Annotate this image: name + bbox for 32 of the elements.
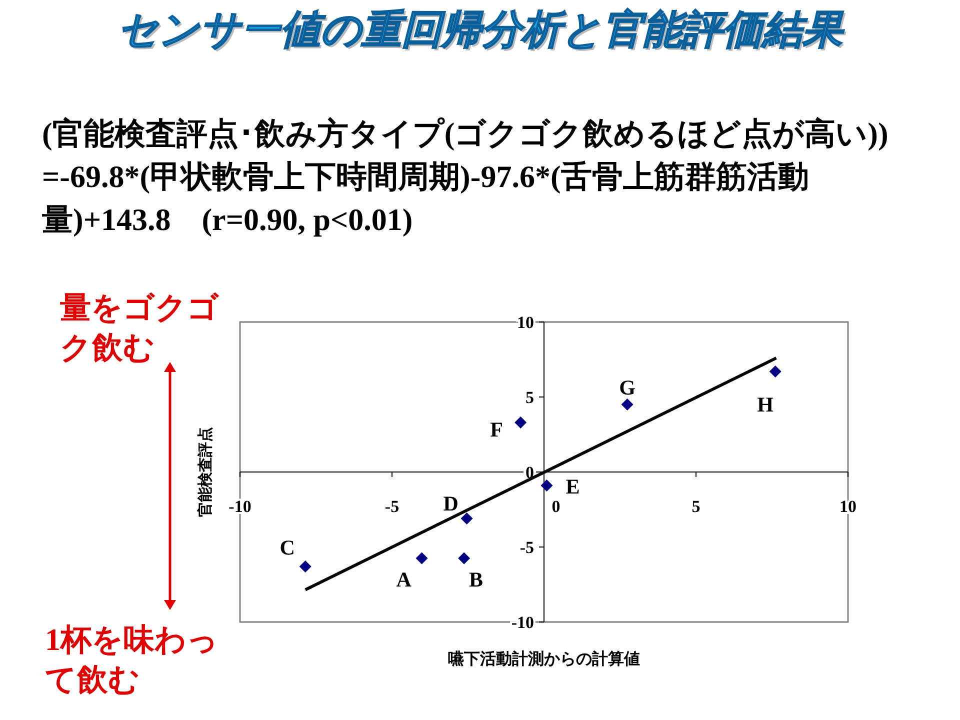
- x-axis-title: 嚥下活動計測からの計算値: [448, 649, 640, 668]
- text: 1杯を味わって飲む: [45, 621, 220, 699]
- y-tick-label: 5: [526, 388, 534, 407]
- annotation: E: [566, 474, 580, 498]
- annotation: G: [619, 376, 636, 400]
- x-tick-label: 10: [840, 497, 856, 516]
- point: [299, 560, 312, 572]
- y-tick-label: -5: [520, 538, 534, 557]
- chart-subtitle: (官能検査評点･飲み方タイプ(ゴクゴク飲めるほど点が高い)) =-69.8*(甲状軟骨上下時間周期)-97.6*(舌骨上筋群筋活動量)+143.8 (r=0.90, p<0.01): [42, 115, 890, 239]
- point: [621, 398, 634, 410]
- point: [769, 366, 782, 378]
- point: [460, 512, 473, 524]
- y-tick-label: -10: [511, 613, 534, 632]
- annotation: D: [443, 492, 458, 516]
- x-tick-label: 0: [552, 497, 560, 516]
- annotation: H: [757, 392, 774, 416]
- annotation: B: [469, 567, 484, 592]
- annotation: F: [490, 418, 504, 442]
- annotation: C: [280, 536, 295, 560]
- x-tick-label: -5: [384, 497, 400, 516]
- point: [416, 552, 428, 564]
- y-tick-label: 0: [526, 463, 534, 482]
- chart-title: センサー値の重回帰分析と官能評価結果: [116, 6, 846, 55]
- annotation: A: [396, 567, 412, 592]
- y-axis-title: 官能検査評点: [196, 427, 214, 517]
- y-tick-label: 10: [517, 313, 534, 332]
- point: [540, 480, 553, 492]
- x-tick-label: -10: [228, 497, 252, 516]
- x-tick-label: 5: [692, 497, 700, 516]
- point: [458, 552, 470, 564]
- text: 量をゴクゴク飲む: [60, 289, 220, 367]
- point: [514, 416, 527, 428]
